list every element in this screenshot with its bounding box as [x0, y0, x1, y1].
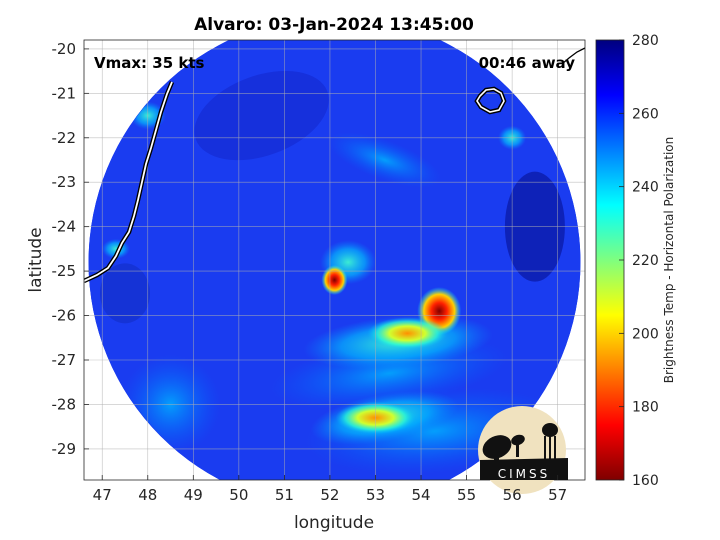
cold-patch — [99, 263, 150, 324]
colorbar-tick-label: 240 — [632, 180, 659, 196]
y-tick-label: -20 — [52, 40, 77, 58]
swath — [88, 40, 581, 480]
y-tick-label: -27 — [52, 351, 77, 369]
x-axis-label: longitude — [294, 513, 374, 533]
chart-title: Alvaro: 03-Jan-2024 13:45:00 — [194, 15, 474, 35]
y-tick-label: -25 — [52, 262, 77, 280]
y-tick-label: -28 — [52, 395, 77, 413]
y-tick-label: -24 — [52, 218, 77, 236]
y-tick-label: -29 — [52, 440, 77, 458]
colorbar-tick-label: 160 — [632, 473, 659, 489]
feature-0 — [321, 265, 348, 295]
colorbar-tick-label: 260 — [632, 106, 659, 122]
logo-text: CIMSS — [498, 467, 551, 481]
y-tick-label: -26 — [52, 307, 77, 325]
x-tick-label: 54 — [411, 486, 430, 504]
vmax-label: Vmax: 35 kts — [94, 54, 204, 72]
island-reunion-inner — [476, 88, 505, 113]
x-axis-ticks: 47 48 49 50 51 52 53 54 55 56 57 — [93, 475, 567, 504]
y-axis-ticks: -20 -21 -22 -23 -24 -25 -26 -27 -28 -29 — [52, 40, 89, 458]
x-tick-label: 57 — [548, 486, 567, 504]
colorbar: 160 180 200 220 240 260 280 Brightness Temp - … — [595, 33, 676, 489]
coastlines — [84, 47, 585, 284]
x-tick-label: 51 — [275, 486, 294, 504]
y-axis-label: latitude — [26, 227, 46, 292]
cimss-logo: CIMSS — [478, 406, 568, 494]
colorbar-ticks: 160 180 200 220 240 260 280 — [619, 33, 659, 489]
plot-area: Vmax: 35 kts 00:46 away CIMSS 47 48 49 50 51… — [52, 39, 586, 504]
x-tick-label: 53 — [366, 486, 385, 504]
x-tick-label: 48 — [138, 486, 157, 504]
colorbar-tick-label: 220 — [632, 253, 659, 269]
x-tick-label: 50 — [229, 486, 248, 504]
plot-frame — [83, 39, 586, 481]
colorbar-tick-label: 280 — [632, 33, 659, 49]
y-tick-label: -23 — [52, 173, 77, 191]
x-tick-label: 49 — [184, 486, 203, 504]
colorbar-tick-label: 200 — [632, 326, 659, 342]
brightness-field — [88, 40, 581, 480]
time-away-label: 00:46 away — [479, 54, 576, 72]
y-tick-label: -22 — [52, 129, 77, 147]
logo-dishes — [480, 423, 568, 480]
y-tick-label: -21 — [52, 84, 77, 102]
x-tick-label: 56 — [503, 486, 522, 504]
x-tick-label: 55 — [457, 486, 476, 504]
x-tick-label: 47 — [93, 486, 112, 504]
light-band — [327, 132, 442, 188]
coastline-west-inner — [84, 81, 173, 282]
x-tick-label: 52 — [320, 486, 339, 504]
island-mauritius — [561, 47, 585, 65]
colorbar-label: Brightness Temp - Horizontal Polarizatio… — [662, 137, 676, 384]
feature-2 — [367, 317, 448, 350]
colorbar-tick-label: 180 — [632, 400, 659, 416]
